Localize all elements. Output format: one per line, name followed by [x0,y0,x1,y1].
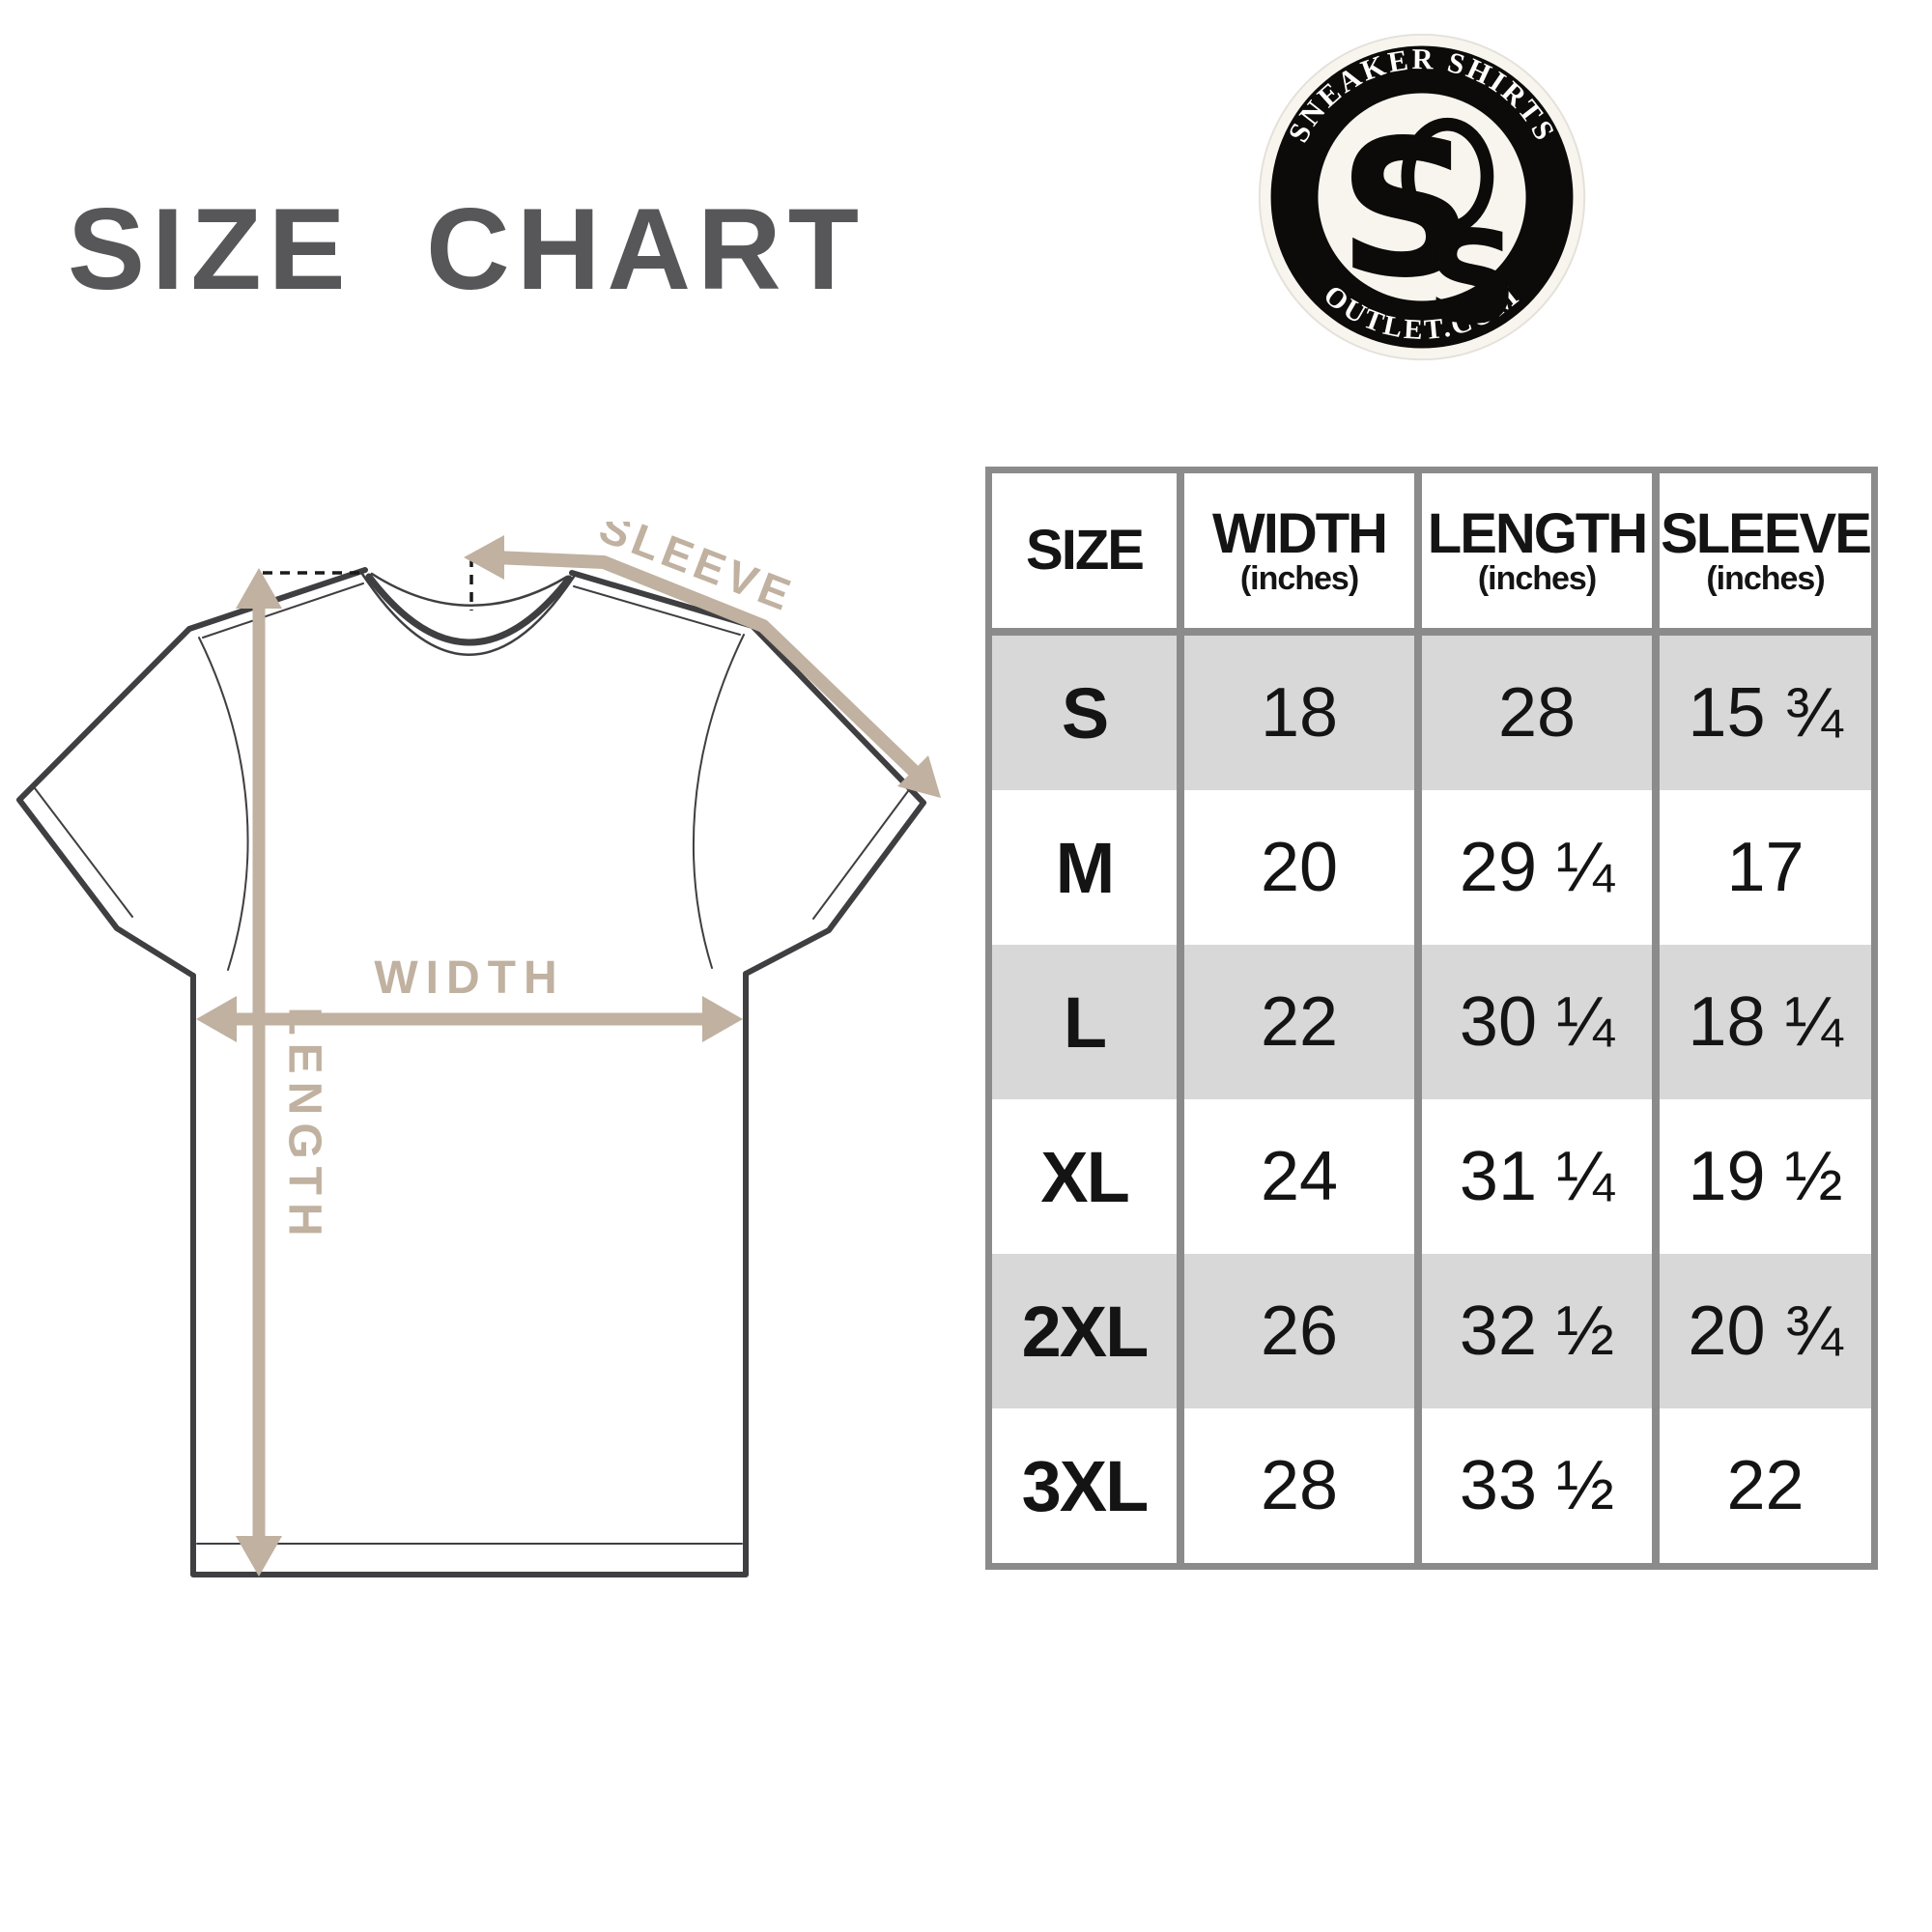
measurement-value: 18 [1260,674,1339,752]
column-header-label: WIDTH [1211,501,1388,565]
width-value-cell: 20 [1184,790,1414,945]
sleeve-arrow-shaft [494,551,923,781]
measurement-value: 19 ½ [1688,1138,1843,1215]
measurement-value: 29 ¼ [1459,829,1615,906]
length-value-cell: 29 ¼ [1422,790,1652,945]
shirt-body-outline [190,971,749,1577]
size-label: L [1063,981,1107,1063]
shirt-right-armhole-seam [692,634,745,969]
size-table-body: S 18 28 15 ¾ M 20 29 ¼ 17 L 22 30 ¼ 18 ¼ XL 24 31 ¼ 19 … [992,636,1871,1563]
size-cell: L [992,945,1177,1099]
tshirt-measurement-diagram: SLEEVE WIDTH LENGTH [16,522,941,1577]
column-header-label: SLEEVE [1661,501,1872,565]
size-table: SIZE WIDTH (inches) LENGTH (inches) SLEE… [985,467,1878,1570]
shirt-collar-band-seam [360,572,576,656]
width-value-cell: 22 [1184,945,1414,1099]
brand-logo: SNEAKER SHIRTS OUTLET.COM S S [1258,33,1586,361]
measurement-value: 32 ½ [1459,1293,1615,1370]
sleeve-arrow-head-end [897,755,941,798]
length-value-cell: 28 [1422,636,1652,790]
size-label: 3XL [1021,1445,1150,1526]
size-label: 2XL [1021,1291,1150,1372]
measurement-value: 22 [1260,983,1339,1061]
shirt-right-sleeve [743,623,926,977]
column-header-unit: (inches) [1706,559,1825,597]
svg-text:S: S [1426,204,1518,353]
sleeve-value-cell: 22 [1660,1408,1871,1563]
length-label: LENGTH [278,1007,329,1243]
size-cell: S [992,636,1177,790]
column-header-width: WIDTH (inches) [1184,473,1414,628]
measurement-value: 17 [1726,829,1804,906]
svg-text:S: S [1338,99,1474,320]
width-value-cell: 28 [1184,1408,1414,1563]
size-cell: 2XL [992,1254,1177,1408]
size-label: S [1061,672,1109,753]
column-header-sleeve: SLEEVE (inches) [1660,473,1872,628]
shirt-collar-front [365,573,573,646]
measurement-value: 15 ¾ [1688,674,1843,752]
width-label: WIDTH [374,952,564,1004]
shirt-collar-back [370,572,569,607]
measurement-value: 20 ¾ [1688,1293,1843,1370]
size-cell: 3XL [992,1408,1177,1563]
column-header-label: LENGTH [1427,501,1648,565]
sleeve-arrow-head-left [464,535,504,580]
size-cell: XL [992,1099,1177,1254]
length-value-cell: 33 ½ [1422,1408,1652,1563]
logo-ss-monogram-icon: S S [1338,99,1518,353]
sleeve-value-cell: 20 ¾ [1660,1254,1871,1408]
column-header-label: SIZE [1026,519,1145,582]
measurement-value: 30 ¼ [1459,983,1615,1061]
measurement-value: 33 ½ [1459,1447,1615,1524]
shirt-left-sleeve [16,626,196,979]
shirt-left-shoulder-seam [202,582,364,639]
measurement-value: 26 [1260,1293,1339,1370]
measurement-value: 24 [1260,1138,1339,1215]
shirt-right-cuff-seam [812,790,909,920]
length-value-cell: 31 ¼ [1422,1099,1652,1254]
length-value-cell: 30 ¼ [1422,945,1652,1099]
length-value-cell: 32 ½ [1422,1254,1652,1408]
width-value-cell: 18 [1184,636,1414,790]
measurement-value: 28 [1260,1447,1339,1524]
measurement-value: 28 [1497,674,1577,752]
sleeve-value-cell: 18 ¼ [1660,945,1871,1099]
width-value-cell: 24 [1184,1099,1414,1254]
size-label: XL [1040,1136,1130,1217]
length-arrow-head-bottom [236,1536,282,1577]
length-arrow-shaft [252,599,266,1546]
shirt-right-shoulder-seam [573,585,741,636]
size-table-header: SIZE WIDTH (inches) LENGTH (inches) SLEE… [992,473,1872,628]
width-arrow-head-left [196,996,237,1042]
size-label: M [1055,827,1116,908]
shirt-left-armhole-seam [198,637,249,971]
header-separator [992,628,1871,636]
length-arrow-head-top [236,568,282,609]
size-cell: M [992,790,1177,945]
page-title: SIZE CHART [68,185,866,314]
width-value-cell: 26 [1184,1254,1414,1408]
column-header-size: SIZE [992,473,1177,628]
column-header-unit: (inches) [1239,559,1359,597]
width-arrow-shaft [226,1012,713,1026]
shirt-left-cuff-seam [34,787,133,918]
measurement-value: 18 ¼ [1688,983,1843,1061]
measurement-value: 20 [1260,829,1339,906]
shirt-left-shoulder [186,567,368,632]
measurement-value: 31 ¼ [1459,1138,1615,1215]
column-header-length: LENGTH (inches) [1422,473,1652,628]
measurement-value: 22 [1726,1447,1804,1524]
shirt-right-shoulder [569,570,755,629]
sleeve-value-cell: 15 ¾ [1660,636,1871,790]
column-header-unit: (inches) [1477,559,1597,597]
width-arrow-head-right [702,996,743,1042]
sleeve-value-cell: 17 [1660,790,1871,945]
sleeve-value-cell: 19 ½ [1660,1099,1871,1254]
